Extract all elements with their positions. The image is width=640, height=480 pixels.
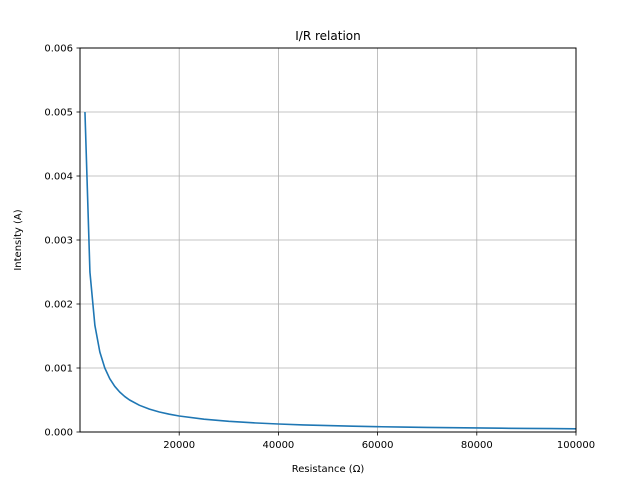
- y-tick-label: 0.004: [44, 172, 73, 183]
- axis-ticks: 20000 40000 60000 80000 100000 0.000 0.001 0.00…: [44, 44, 595, 452]
- x-tick-label: 100000: [557, 440, 595, 451]
- y-tick-label: 0.006: [44, 44, 73, 55]
- y-tick-label: 0.000: [44, 428, 73, 439]
- series-line-0: [84, 111, 577, 430]
- grid: [80, 47, 577, 433]
- x-axis-label: Resistance (Ω): [292, 464, 365, 475]
- plot-lines: [84, 111, 577, 430]
- chart-title: I/R relation: [295, 29, 360, 43]
- x-tick-label: 80000: [461, 440, 493, 451]
- y-tick-label: 0.002: [44, 300, 73, 311]
- y-tick-label: 0.005: [44, 108, 73, 119]
- x-tick-label: 60000: [362, 440, 394, 451]
- x-tick-label: 40000: [262, 440, 294, 451]
- x-tick-label: 20000: [163, 440, 195, 451]
- plot-area-frame: [79, 47, 577, 433]
- y-tick-label: 0.001: [44, 364, 73, 375]
- y-axis-label: Intensity (A): [13, 209, 24, 270]
- y-tick-label: 0.003: [44, 236, 73, 247]
